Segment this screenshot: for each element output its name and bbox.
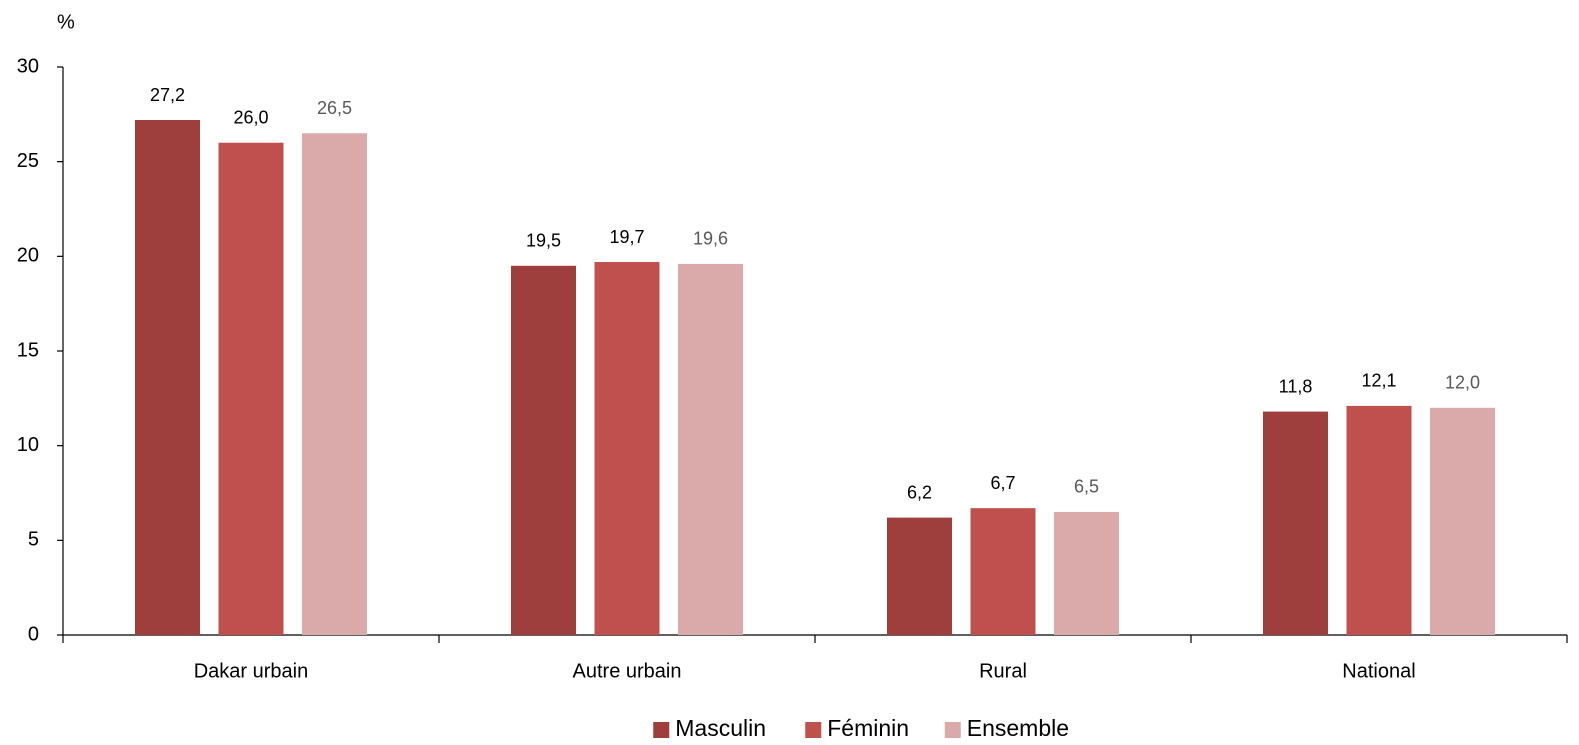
value-label: 19,7: [609, 227, 644, 247]
legend-swatch: [944, 722, 961, 738]
bar: [970, 508, 1036, 635]
value-label: 12,1: [1361, 371, 1396, 391]
y-tick-label: 25: [17, 150, 39, 172]
legend-swatch: [805, 722, 822, 738]
x-tick-label: Autre urbain: [573, 660, 682, 682]
value-label: 11,8: [1279, 376, 1313, 396]
value-label: 27,2: [150, 85, 185, 105]
bar: [887, 517, 952, 635]
bar: [1430, 407, 1495, 635]
y-tick-label: 30: [17, 55, 39, 77]
legend-swatch: [653, 722, 670, 738]
y-tick-label: 15: [17, 339, 39, 361]
legend-label: Féminin: [827, 715, 909, 741]
value-label: 19,5: [526, 231, 561, 251]
y-tick-label: 0: [28, 623, 39, 645]
bar: [511, 265, 576, 635]
y-axis-label: %: [57, 11, 75, 33]
value-label: 6,5: [1074, 477, 1099, 497]
x-tick-label: Dakar urbain: [194, 660, 309, 682]
bar: [302, 133, 367, 635]
y-tick-label: 10: [17, 434, 39, 456]
bar: [135, 120, 200, 636]
value-label: 6,2: [907, 482, 932, 502]
bar: [218, 142, 284, 635]
value-label: 26,5: [317, 98, 352, 118]
value-label: 19,6: [693, 229, 728, 249]
bar: [1346, 405, 1412, 635]
legend-label: Masculin: [675, 715, 766, 741]
y-tick-label: 20: [17, 245, 39, 267]
value-label: 26,0: [233, 107, 268, 127]
bar: [678, 263, 743, 635]
x-tick-label: National: [1342, 660, 1415, 682]
value-label: 6,7: [990, 473, 1015, 493]
legend-label: Ensemble: [967, 715, 1069, 741]
y-tick-label: 5: [28, 529, 39, 551]
bar: [1263, 411, 1328, 635]
value-label: 12,0: [1445, 373, 1480, 393]
bar: [594, 262, 660, 635]
bar: [1054, 511, 1119, 635]
x-tick-label: Rural: [979, 660, 1027, 682]
